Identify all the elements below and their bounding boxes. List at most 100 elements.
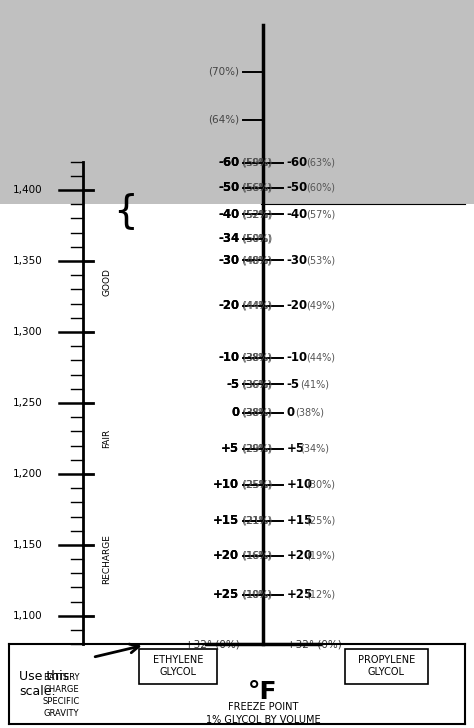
Text: (30%): (30%) [306,480,335,490]
Text: -60: -60 [218,157,239,170]
Text: (52%): (52%) [239,209,272,219]
Text: +5: +5 [221,442,239,455]
Text: -50: -50 [287,181,308,194]
Text: +5: +5 [221,442,239,455]
Text: +10: +10 [213,478,239,491]
Text: BATTERY
CHARGE
SPECIFIC
GRAVITY: BATTERY CHARGE SPECIFIC GRAVITY [43,673,80,718]
Text: +5: +5 [287,442,305,455]
Text: °F: °F [248,680,278,703]
Text: FREEZE POINT
1% GLYCOL BY VOLUME: FREEZE POINT 1% GLYCOL BY VOLUME [206,702,320,725]
Text: -50: -50 [218,181,239,194]
Text: (16%): (16%) [240,551,272,561]
Text: (50%): (50%) [240,234,272,244]
Text: -20: -20 [287,299,308,312]
Text: (25%): (25%) [240,480,272,490]
Text: Use this
scale.: Use this scale. [19,670,69,698]
Text: (48%): (48%) [239,255,272,265]
Text: (44%): (44%) [306,353,335,363]
Text: (56%): (56%) [239,183,272,193]
Text: +20: +20 [213,550,239,562]
Text: -34: -34 [218,232,239,245]
Text: RECHARGE: RECHARGE [102,534,111,584]
Text: +25: +25 [287,588,313,601]
Text: (49%): (49%) [306,301,335,311]
Text: -50: -50 [218,181,239,194]
Text: +32° (0%): +32° (0%) [184,639,239,649]
Text: (34%): (34%) [301,444,329,454]
Text: (50%): (50%) [239,234,272,244]
Text: -5: -5 [226,378,239,391]
Text: +10: +10 [287,478,313,491]
Text: 0: 0 [231,406,239,419]
Text: (52%): (52%) [240,209,272,219]
Text: (19%): (19%) [306,551,335,561]
Text: (60%): (60%) [306,183,335,193]
Text: (59%): (59%) [240,158,272,168]
Text: -60: -60 [287,157,308,170]
Text: -34: -34 [218,232,239,245]
Text: GOOD: GOOD [102,269,111,296]
Text: (44%): (44%) [240,301,272,311]
Text: (16%): (16%) [239,551,272,561]
Text: (21%): (21%) [240,515,272,526]
Text: 1,250: 1,250 [13,398,43,408]
Text: 0: 0 [287,406,295,419]
Text: (48%): (48%) [240,255,272,265]
Text: (29%): (29%) [239,444,272,454]
Text: ETHYLENE
GLYCOL: ETHYLENE GLYCOL [153,655,203,677]
Text: +10: +10 [213,478,239,491]
Text: +15: +15 [287,514,313,527]
Text: -30: -30 [218,253,239,266]
Text: -30: -30 [218,253,239,266]
Text: 1,350: 1,350 [13,256,43,266]
Text: 1,300: 1,300 [13,327,43,337]
Text: (36%): (36%) [239,379,272,389]
Text: +32° (0%): +32° (0%) [287,639,342,649]
Text: -10: -10 [218,352,239,364]
Text: -20: -20 [218,299,239,312]
Text: (25%): (25%) [239,480,272,490]
Text: +15: +15 [213,514,239,527]
Bar [138,649,217,684]
Text: (36%): (36%) [240,379,272,389]
Text: -20: -20 [218,299,239,312]
Text: -40: -40 [218,207,239,221]
Text: (59%): (59%) [239,158,272,168]
Text: (70%): (70%) [209,67,239,77]
Text: (38%): (38%) [240,408,272,418]
Text: (12%): (12%) [306,590,335,600]
Text: (44%): (44%) [239,301,272,311]
Text: (10%): (10%) [240,590,272,600]
Text: +15: +15 [213,514,239,527]
Text: -40: -40 [218,207,239,221]
Text: (41%): (41%) [301,379,329,389]
Bar [0,0,474,204]
Text: 1,400: 1,400 [13,185,43,195]
Text: {: { [113,192,138,230]
Text: FAIR: FAIR [102,429,111,448]
Text: (25%): (25%) [306,515,336,526]
Text: 1,150: 1,150 [13,540,43,550]
Text: 0: 0 [231,406,239,419]
Text: -10: -10 [287,352,308,364]
Text: (38%): (38%) [240,353,272,363]
Text: -5: -5 [226,378,239,391]
Text: +25: +25 [213,588,239,601]
Text: (53%): (53%) [306,255,335,265]
Text: +25: +25 [213,588,239,601]
Text: (21%): (21%) [239,515,272,526]
Text: +20: +20 [213,550,239,562]
Text: 1,100: 1,100 [13,611,43,621]
Text: (63%): (63%) [306,158,335,168]
Text: -30: -30 [287,253,308,266]
Text: (56%): (56%) [240,183,272,193]
Text: -60: -60 [218,157,239,170]
Text: (29%): (29%) [240,444,272,454]
Text: (10%): (10%) [239,590,272,600]
Text: (64%): (64%) [208,114,239,124]
Bar [345,649,428,684]
Text: PROPYLENE
GLYCOL: PROPYLENE GLYCOL [358,655,415,677]
Text: (38%): (38%) [239,408,272,418]
Text: -40: -40 [287,207,308,221]
Text: 1,200: 1,200 [13,469,43,479]
